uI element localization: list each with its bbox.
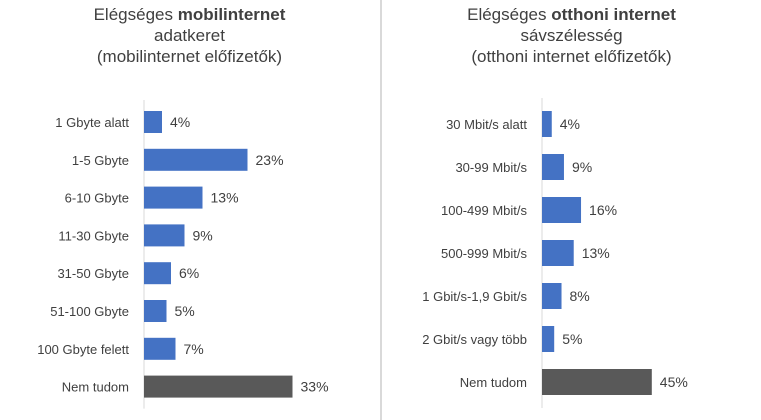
home-value-label-0: 4% bbox=[560, 116, 580, 132]
home-value-label-6: 45% bbox=[660, 374, 688, 390]
home-value-label-5: 5% bbox=[562, 331, 582, 347]
home-value-label-3: 13% bbox=[582, 245, 610, 261]
home-chart-title: Elégséges otthoni internet sávszélesség … bbox=[382, 4, 761, 67]
mobile-title-bold: mobilinternet bbox=[177, 5, 286, 24]
home-category-label-2: 100-499 Mbit/s bbox=[441, 203, 527, 218]
home-title-line3: (otthoni internet előfizetők) bbox=[471, 47, 672, 66]
mobile-value-label-5: 5% bbox=[175, 303, 195, 319]
mobile-category-label-5: 51-100 Gbyte bbox=[50, 304, 129, 319]
mobile-bar-chart: 1 Gbyte alatt 4% 1-5 Gbyte 23% 6-10 Gbyte 13%… bbox=[37, 100, 329, 409]
mobile-title-line3: (mobilinternet előfizetők) bbox=[96, 47, 283, 66]
home-bar-4 bbox=[542, 283, 562, 309]
mobile-value-label-6: 7% bbox=[184, 341, 204, 357]
mobile-title-prefix: Elégséges bbox=[93, 5, 178, 24]
mobile-chart-title: Elégséges mobilinternet adatkeret (mobil… bbox=[0, 4, 379, 67]
mobile-bar-7 bbox=[144, 375, 293, 398]
home-bar-0 bbox=[542, 111, 552, 137]
mobile-category-label-0: 1 Gbyte alatt bbox=[55, 115, 129, 130]
mobile-category-label-3: 11-30 Gbyte bbox=[58, 228, 129, 243]
mobile-bar-2 bbox=[144, 186, 203, 209]
mobile-bar-4 bbox=[144, 262, 171, 285]
mobile-bar-5 bbox=[144, 300, 167, 322]
home-title-prefix: Elégséges bbox=[467, 5, 552, 24]
mobile-category-label-2: 6-10 Gbyte bbox=[65, 191, 129, 206]
home-bar-5 bbox=[542, 326, 555, 352]
mobile-category-label-6: 100 Gbyte felett bbox=[37, 342, 129, 357]
home-value-label-4: 8% bbox=[570, 288, 590, 304]
mobile-value-label-4: 6% bbox=[179, 265, 199, 281]
home-internet-panel: Elégséges otthoni internet sávszélesség … bbox=[382, 0, 761, 420]
home-title-line2: sávszélesség bbox=[520, 26, 623, 45]
home-value-label-1: 9% bbox=[572, 159, 592, 175]
mobile-title-line2: adatkeret bbox=[154, 26, 225, 45]
mobile-bar-0 bbox=[144, 111, 162, 133]
home-bar-1 bbox=[542, 154, 564, 180]
home-category-label-0: 30 Mbit/s alatt bbox=[446, 117, 527, 132]
home-category-label-3: 500-999 Mbit/s bbox=[441, 246, 527, 261]
home-bar-2 bbox=[542, 197, 582, 223]
panel-divider bbox=[380, 0, 382, 420]
home-title-bold: otthoni internet bbox=[551, 5, 676, 24]
mobile-value-label-1: 23% bbox=[256, 152, 284, 168]
home-bar-3 bbox=[542, 240, 574, 266]
mobile-value-label-0: 4% bbox=[170, 114, 190, 130]
mobile-value-label-2: 13% bbox=[211, 190, 239, 206]
home-title-line1: Elégséges otthoni internet bbox=[382, 4, 761, 25]
home-bar-6 bbox=[542, 369, 652, 395]
mobile-value-label-3: 9% bbox=[193, 227, 213, 243]
mobile-data-panel: Elégséges mobilinternet adatkeret (mobil… bbox=[0, 0, 379, 420]
mobile-category-label-1: 1-5 Gbyte bbox=[72, 153, 129, 168]
mobile-value-label-7: 33% bbox=[301, 379, 329, 395]
mobile-title-line1: Elégséges mobilinternet bbox=[0, 4, 379, 25]
home-category-label-4: 1 Gbit/s-1,9 Gbit/s bbox=[422, 289, 527, 304]
mobile-category-label-7: Nem tudom bbox=[62, 380, 129, 395]
home-category-label-1: 30-99 Mbit/s bbox=[455, 160, 527, 175]
mobile-bar-6 bbox=[144, 337, 176, 360]
mobile-bar-1 bbox=[144, 148, 248, 171]
home-category-label-5: 2 Gbit/s vagy több bbox=[422, 332, 527, 347]
home-bar-chart: 30 Mbit/s alatt 4% 30-99 Mbit/s 9% 100-499 M… bbox=[422, 98, 688, 408]
home-value-label-2: 16% bbox=[589, 202, 617, 218]
mobile-bar-3 bbox=[144, 224, 185, 247]
home-category-label-6: Nem tudom bbox=[460, 375, 527, 390]
mobile-category-label-4: 31-50 Gbyte bbox=[57, 266, 129, 281]
